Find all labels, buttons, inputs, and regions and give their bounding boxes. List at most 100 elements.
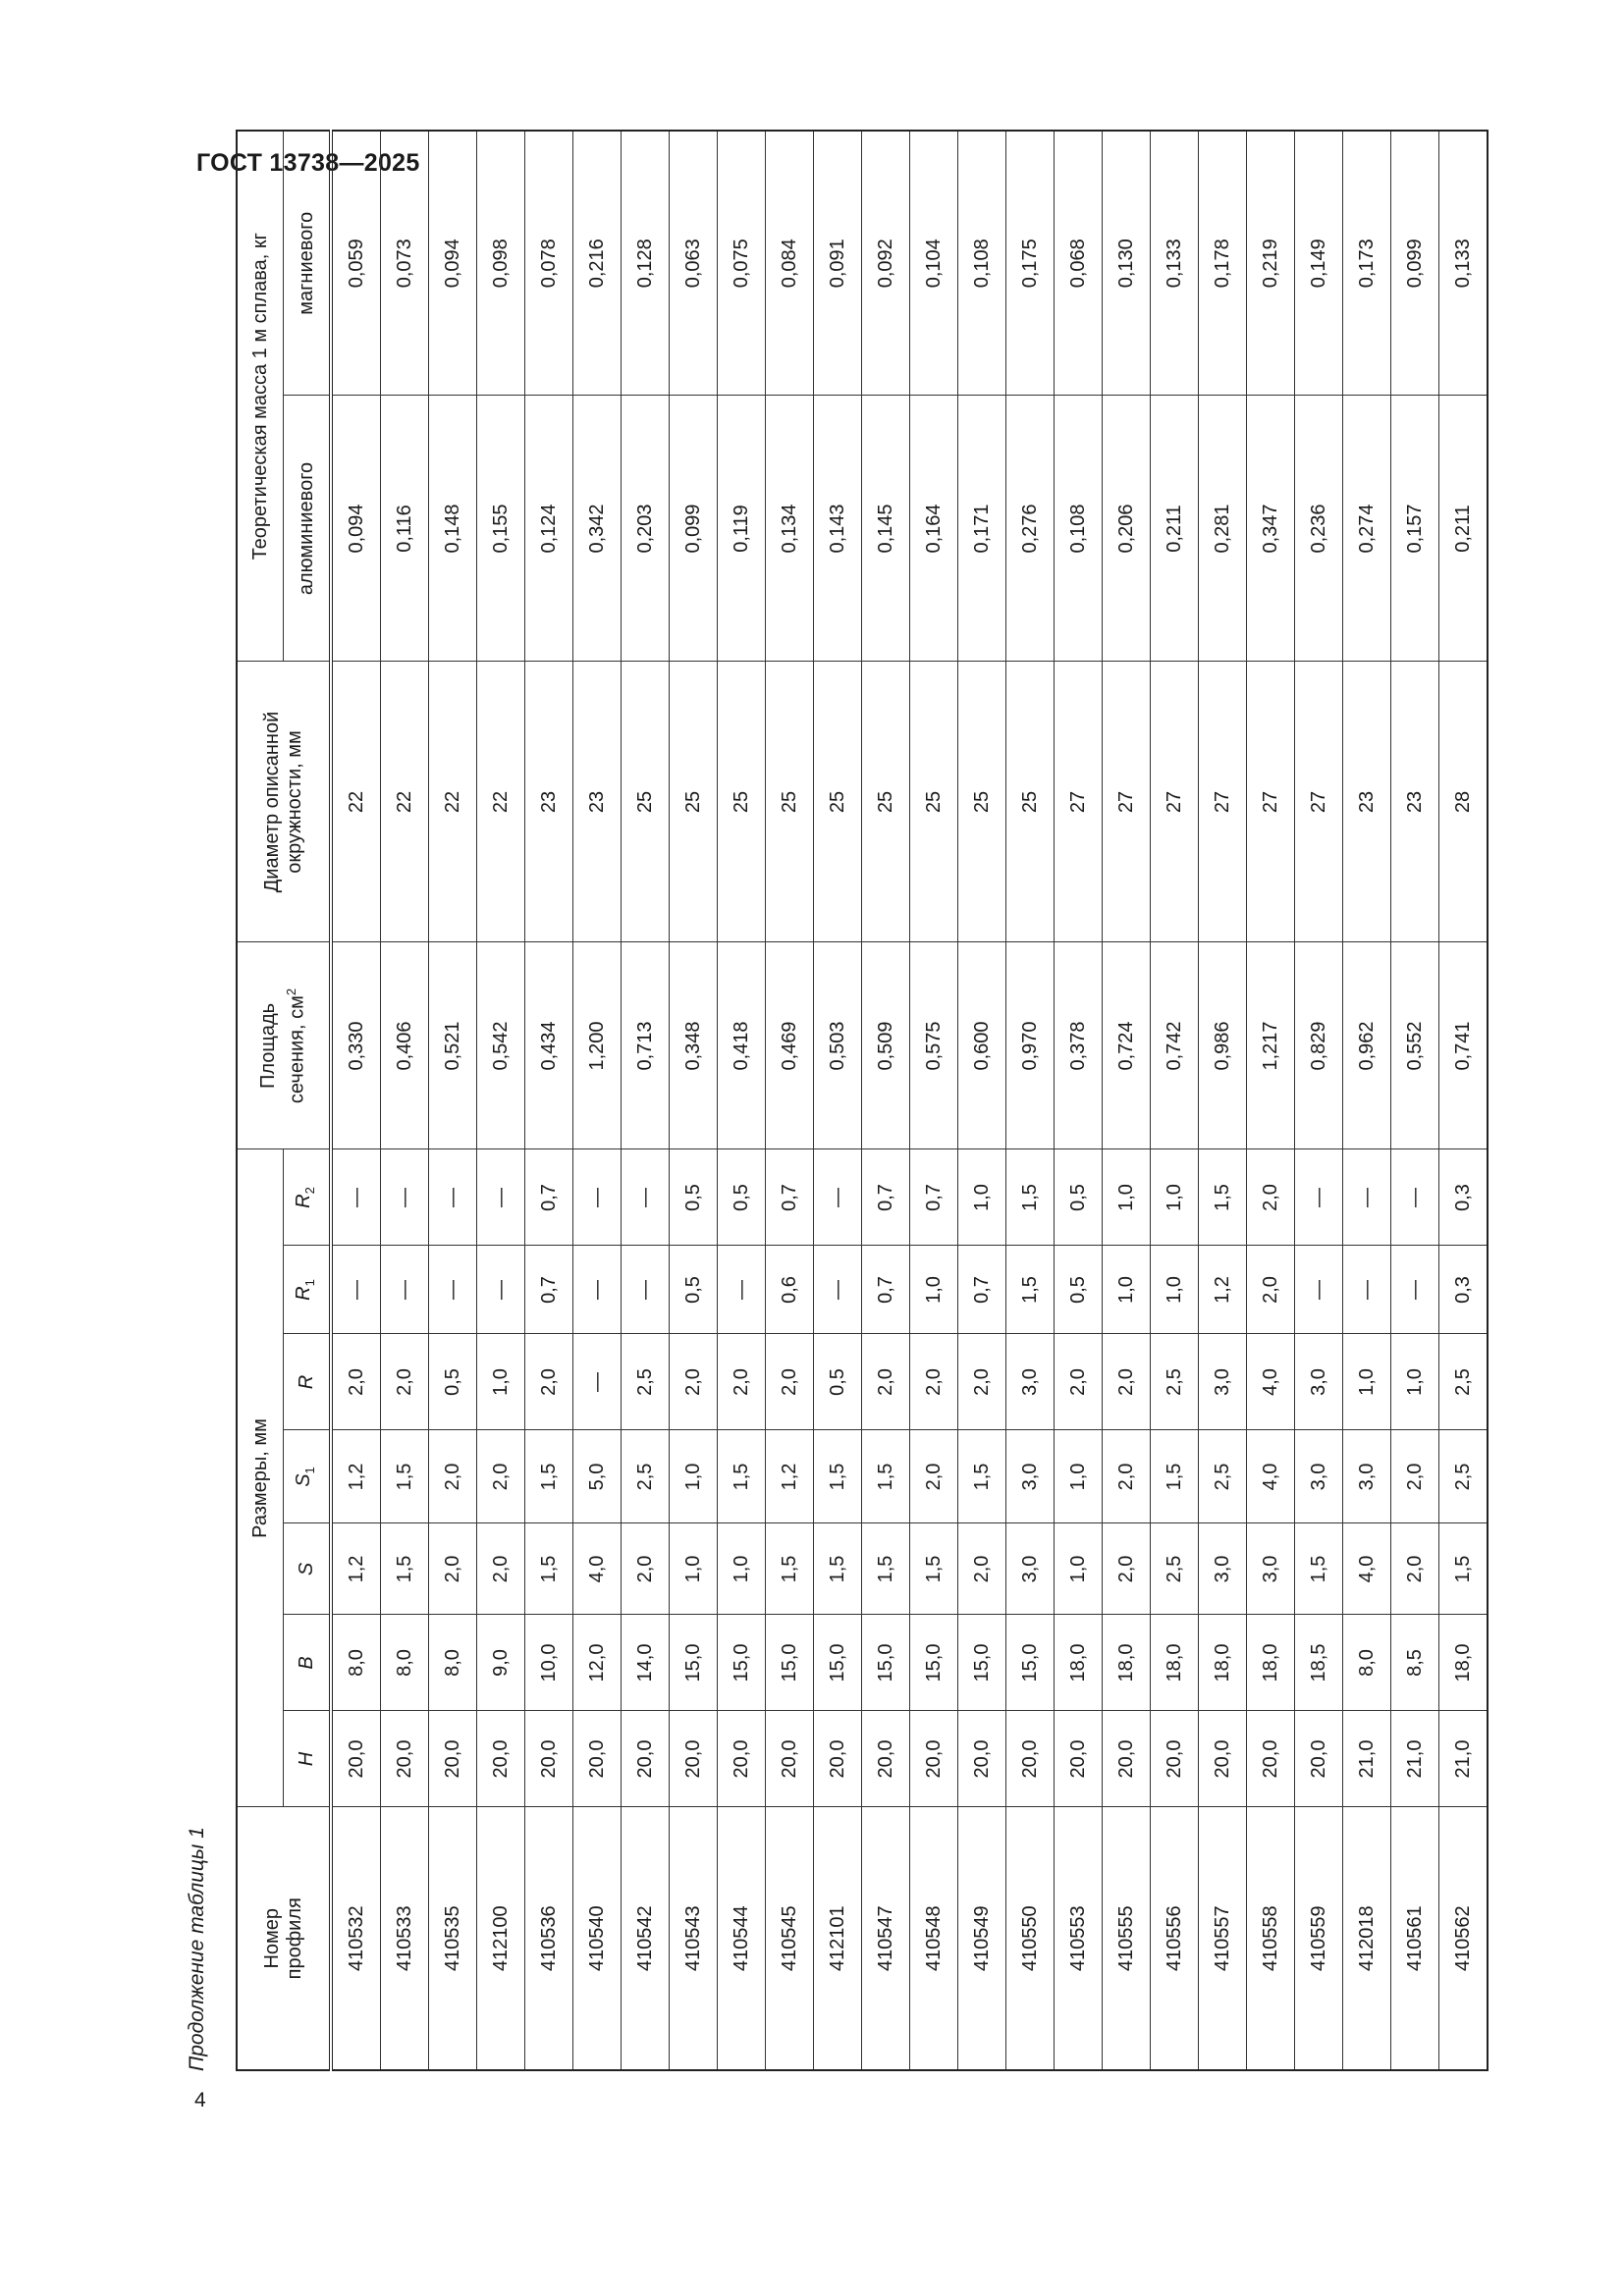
- table-cell: 410532: [331, 1807, 381, 2070]
- table-cell: 0,7: [909, 1148, 958, 1246]
- table-cell: 1,5: [861, 1523, 910, 1615]
- table-cell: 1,0: [1390, 1334, 1439, 1430]
- table-cell: 2,0: [909, 1334, 958, 1430]
- table-cell: 0,155: [476, 395, 525, 662]
- table-cell: 0,5: [813, 1334, 862, 1430]
- table-cell: 20,0: [1054, 1711, 1103, 1807]
- table-cell: 1,5: [524, 1523, 573, 1615]
- table-row: 410550 20,0 15,0 3,0 3,0 3,0 1,5 1,5 0,970 25 0,27…: [1005, 130, 1055, 2070]
- header-dim-s1: S1: [283, 1430, 331, 1523]
- table-cell: 1,5: [380, 1430, 429, 1523]
- table-row: 410556 20,0 18,0 2,5 1,5 2,5 1,0 1,0 0,742 27 0,21…: [1150, 130, 1199, 2070]
- table-cell: —: [476, 1148, 525, 1246]
- table-cell: 0,134: [765, 395, 814, 662]
- table-cell: 28: [1438, 661, 1488, 942]
- symbol: R: [292, 1194, 314, 1208]
- table-cell: 2,0: [909, 1430, 958, 1523]
- table-cell: 8,0: [1342, 1615, 1391, 1711]
- table-cell: 4,0: [1246, 1334, 1295, 1430]
- table-cell: 0,133: [1150, 130, 1199, 396]
- table-cell: 0,7: [861, 1246, 910, 1334]
- table-cell: 0,829: [1294, 941, 1343, 1149]
- table-cell: 0,211: [1150, 395, 1199, 662]
- table-cell: 0,148: [428, 395, 477, 662]
- table-cell: 23: [524, 661, 573, 942]
- header-text: профиля: [283, 1897, 305, 1980]
- table-cell: 0,342: [572, 395, 622, 662]
- table-cell: 0,575: [909, 941, 958, 1149]
- table-cell: 0,418: [717, 941, 766, 1149]
- table-cell: 23: [1342, 661, 1391, 942]
- table-row: 410558 20,0 18,0 3,0 4,0 4,0 2,0 2,0 1,217 27 0,34…: [1246, 130, 1295, 2070]
- table-cell: 1,2: [331, 1430, 381, 1523]
- table-cell: 0,164: [909, 395, 958, 662]
- table-cell: 0,124: [524, 395, 573, 662]
- table-cell: 0,104: [909, 130, 958, 396]
- table-cell: 8,5: [1390, 1615, 1439, 1711]
- table-cell: 20,0: [572, 1711, 622, 1807]
- table-cell: 0,073: [380, 130, 429, 396]
- table-cell: 1,0: [717, 1523, 766, 1615]
- table-cell: 18,0: [1246, 1615, 1295, 1711]
- table-cell: 1,0: [1342, 1334, 1391, 1430]
- table-cell: —: [1294, 1246, 1343, 1334]
- table-cell: 410536: [524, 1807, 573, 2070]
- table-cell: —: [572, 1246, 622, 1334]
- table-cell: 1,2: [765, 1430, 814, 1523]
- table-row: 410547 20,0 15,0 1,5 1,5 2,0 0,7 0,7 0,509 25 0,14…: [861, 130, 910, 2070]
- table-cell: 410558: [1246, 1807, 1295, 2070]
- table-cell: 15,0: [669, 1615, 718, 1711]
- table-cell: 410553: [1054, 1807, 1103, 2070]
- table-cell: 0,274: [1342, 395, 1391, 662]
- table-cell: 20,0: [1150, 1711, 1199, 1807]
- table-cell: 8,0: [331, 1615, 381, 1711]
- table-cell: 0,434: [524, 941, 573, 1149]
- table-cell: 410548: [909, 1807, 958, 2070]
- table-cell: 0,211: [1438, 395, 1488, 662]
- table-cell: 25: [1005, 661, 1055, 942]
- table-cell: —: [428, 1246, 477, 1334]
- table-row: 410561 21,0 8,5 2,0 2,0 1,0— —0,552 23 0,157 0,09…: [1390, 130, 1439, 2070]
- table-row: 410533 20,0 8,0 1,5 1,5 2,0— —0,406 22 0,116 0,07…: [380, 130, 429, 2070]
- table-cell: 27: [1294, 661, 1343, 942]
- table-cell: 0,986: [1198, 941, 1247, 1149]
- table-cell: 3,0: [1005, 1334, 1055, 1430]
- symbol: R: [292, 1286, 314, 1301]
- table-cell: 1,0: [909, 1246, 958, 1334]
- table-cell: 0,469: [765, 941, 814, 1149]
- table-cell: 20,0: [524, 1711, 573, 1807]
- table-row: 412101 20,0 15,0 1,5 1,5 0,5— —0,503 25 0,143 0,0…: [813, 130, 862, 2070]
- table-cell: 0,5: [669, 1246, 718, 1334]
- table-cell: 0,216: [572, 130, 622, 396]
- header-dim-b: B: [283, 1615, 331, 1711]
- table-cell: 0,713: [621, 941, 670, 1149]
- symbol: S: [292, 1473, 314, 1487]
- symbol: B: [295, 1656, 317, 1670]
- table-cell: 410544: [717, 1807, 766, 2070]
- subscript: 2: [301, 1187, 317, 1195]
- table-cell: 23: [572, 661, 622, 942]
- table-cell: 0,7: [765, 1148, 814, 1246]
- subscript: 1: [301, 1279, 317, 1287]
- table-cell: 3,0: [1294, 1430, 1343, 1523]
- table-cell: 15,0: [909, 1615, 958, 1711]
- subscript: 1: [301, 1467, 317, 1474]
- table-cell: 2,0: [380, 1334, 429, 1430]
- table-cell: 1,5: [524, 1430, 573, 1523]
- table-cell: 1,200: [572, 941, 622, 1149]
- rotated-table-container: Номер профиля Размеры, мм Площадь сечения,…: [236, 129, 1510, 2071]
- table-cell: 20,0: [813, 1711, 862, 1807]
- table-cell: 21,0: [1390, 1711, 1439, 1807]
- table-cell: 20,0: [1294, 1711, 1343, 1807]
- table-cell: 0,171: [957, 395, 1006, 662]
- table-cell: 22: [331, 661, 381, 942]
- table-cell: —: [572, 1148, 622, 1246]
- table-cell: —: [621, 1148, 670, 1246]
- table-cell: 2,0: [428, 1430, 477, 1523]
- table-cell: 2,0: [957, 1523, 1006, 1615]
- header-diameter: Диаметр описанной окружности, мм: [237, 661, 331, 942]
- table-cell: 0,7: [524, 1148, 573, 1246]
- table-cell: 2,0: [1102, 1523, 1151, 1615]
- table-cell: 0,108: [1054, 395, 1103, 662]
- table-cell: 25: [909, 661, 958, 942]
